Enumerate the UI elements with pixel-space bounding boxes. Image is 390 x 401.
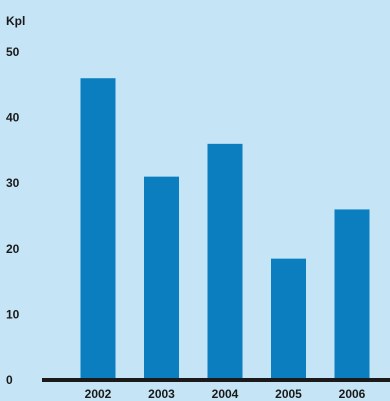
x-tick-label: 2002	[85, 387, 112, 401]
y-axis-label: Kpl	[6, 14, 25, 28]
x-tick-label: 2005	[275, 387, 302, 401]
bar-2002	[80, 78, 116, 381]
bar-2005	[271, 258, 306, 380]
bar-2004	[207, 143, 243, 380]
x-tick-label: 2003	[148, 387, 175, 401]
x-tick-labels: 2002 2003 2004 2005 2006	[85, 387, 366, 401]
bars	[80, 78, 370, 381]
x-tick-label: 2004	[212, 387, 239, 401]
bar-2003	[144, 176, 179, 380]
y-tick-label: 50	[6, 45, 20, 59]
y-tick-label: 20	[6, 242, 20, 256]
y-tick-label: 40	[6, 111, 20, 125]
x-tick-label: 2006	[339, 387, 366, 401]
y-tick-labels: 0 10 20 30 40 50	[6, 45, 20, 387]
y-tick-label: 30	[6, 176, 20, 190]
y-tick-label: 10	[6, 307, 20, 321]
y-tick-label: 0	[6, 373, 13, 387]
bar-2006	[334, 209, 370, 380]
